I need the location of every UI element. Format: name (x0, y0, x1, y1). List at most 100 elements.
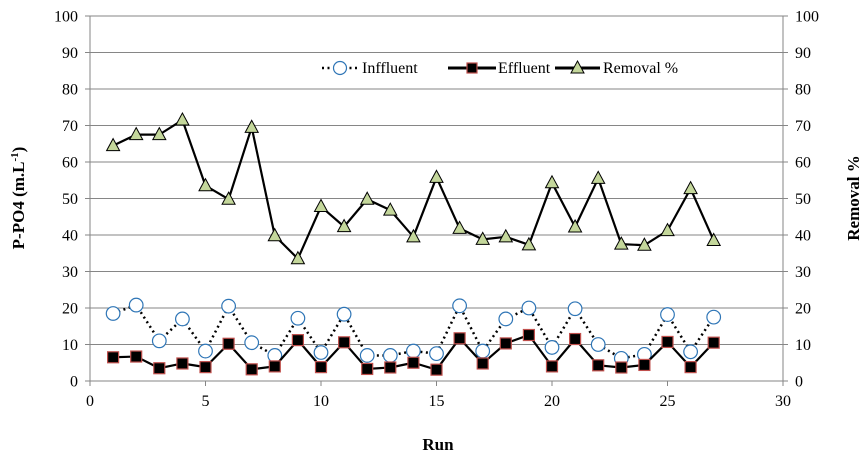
y-tick-label: 0 (70, 374, 78, 391)
point-effluent (592, 359, 605, 372)
y-tick-label: 60 (62, 155, 78, 172)
legend-item-inffluent: Inffluent (322, 60, 418, 77)
point-inffluent (198, 343, 213, 359)
point-removal (544, 174, 560, 189)
point-removal (175, 111, 190, 126)
y2-tick-label: 20 (795, 301, 811, 318)
series-layer (105, 111, 722, 376)
point-removal (475, 231, 491, 245)
legend-label-effluent: Effluent (498, 60, 551, 77)
point-removal (267, 227, 283, 242)
x-tick-label: 20 (544, 393, 560, 410)
y2-tick-label: 90 (795, 45, 811, 62)
y-tick-label: 90 (62, 45, 78, 62)
y2-tick-label: 70 (795, 118, 811, 135)
point-effluent (453, 332, 466, 345)
point-effluent (268, 360, 281, 373)
y2-tick-label: 100 (795, 9, 819, 26)
point-effluent (222, 337, 235, 350)
point-effluent (430, 363, 443, 376)
series-line-inffluent (112, 303, 715, 360)
point-effluent (176, 357, 189, 370)
point-effluent (361, 362, 374, 376)
y-tick-label: 30 (62, 264, 78, 281)
point-removal (290, 250, 306, 265)
x-tick-label: 15 (429, 393, 445, 410)
point-effluent (707, 336, 720, 349)
point-removal (683, 180, 698, 195)
point-removal (221, 191, 236, 205)
point-inffluent (590, 337, 606, 352)
point-removal (359, 191, 375, 205)
point-removal (336, 218, 352, 233)
point-effluent (291, 334, 304, 347)
point-effluent (314, 361, 328, 374)
legend: Inffluent Effluent Removal % (322, 59, 678, 77)
point-effluent (522, 328, 536, 342)
point-removal (313, 198, 329, 213)
point-removal (521, 236, 537, 251)
point-inffluent (290, 310, 306, 326)
x-tick-label: 30 (775, 393, 791, 410)
y-tick-label: 100 (54, 9, 78, 26)
point-inffluent (521, 300, 537, 316)
point-removal (429, 169, 444, 183)
point-inffluent (336, 306, 352, 322)
point-removal (613, 236, 629, 250)
y2-axis-title: Removal % (844, 155, 863, 240)
point-removal (382, 202, 398, 216)
y2-tick-label: 0 (795, 374, 803, 391)
point-removal (498, 228, 514, 243)
point-effluent (245, 363, 258, 376)
legend-item-removal: Removal % (555, 59, 678, 77)
point-removal (151, 126, 167, 141)
point-effluent (407, 356, 420, 369)
point-removal (406, 228, 421, 243)
y2-tick-label: 80 (795, 82, 811, 99)
point-effluent (545, 360, 559, 373)
point-inffluent (105, 306, 121, 321)
point-effluent (568, 332, 582, 346)
point-inffluent (313, 345, 329, 360)
point-inffluent (544, 340, 560, 355)
legend-label-inffluent: Inffluent (362, 60, 418, 77)
point-effluent (338, 336, 351, 349)
y2-tick-label: 60 (795, 155, 811, 172)
point-removal (590, 170, 606, 184)
point-inffluent (174, 311, 190, 327)
point-removal (706, 232, 722, 246)
x-axis-title: Run (422, 435, 454, 454)
point-removal (244, 119, 260, 133)
point-removal (198, 177, 213, 192)
point-inffluent (452, 298, 468, 314)
point-inffluent (359, 348, 375, 363)
point-effluent (199, 361, 212, 374)
point-inffluent (567, 301, 583, 317)
point-removal (660, 222, 675, 237)
point-inffluent (221, 298, 237, 314)
point-effluent (153, 362, 166, 375)
point-inffluent (475, 343, 491, 359)
point-inffluent (382, 348, 398, 363)
point-inffluent (429, 346, 444, 362)
point-effluent (684, 361, 697, 374)
point-inffluent (706, 309, 722, 325)
point-effluent (638, 358, 651, 372)
y-tick-label: 10 (62, 337, 78, 354)
point-inffluent (660, 307, 675, 322)
point-removal (637, 237, 652, 251)
y2-tick-label: 30 (795, 264, 811, 281)
y-tick-label: 70 (62, 118, 78, 135)
y2-tick-label: 50 (795, 191, 811, 208)
y2-tick-label: 10 (795, 337, 811, 354)
tick-labels: 0102030405060708090100010203040506070809… (54, 9, 819, 411)
point-inffluent (406, 343, 421, 359)
y-tick-label: 40 (62, 228, 78, 245)
point-effluent (106, 351, 120, 364)
point-effluent (384, 361, 397, 374)
axes (85, 15, 788, 386)
legend-item-effluent: Effluent (448, 60, 551, 77)
point-effluent (130, 350, 143, 363)
point-effluent (661, 335, 674, 349)
